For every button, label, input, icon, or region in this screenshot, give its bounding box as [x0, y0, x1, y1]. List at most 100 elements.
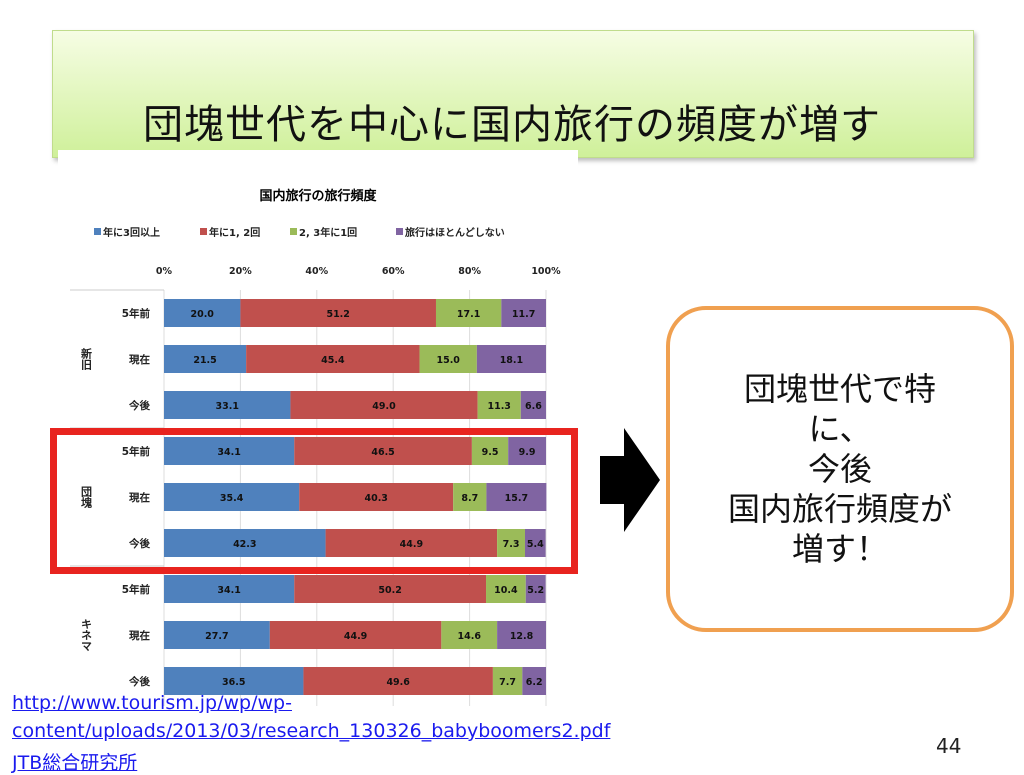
bar-segment: [441, 621, 498, 649]
bar-segment: [471, 437, 509, 465]
data-label: 18.1: [500, 355, 523, 366]
data-label: 8.7: [461, 493, 478, 504]
group-label: キネマ: [80, 618, 93, 651]
legend-label: 年に3回以上: [103, 226, 160, 239]
row-label: 5年前: [122, 307, 151, 320]
row-label: 現在: [129, 353, 150, 366]
data-label: 7.7: [499, 677, 516, 688]
bar-segment: [497, 621, 546, 649]
bar-segment: [164, 391, 291, 419]
bar-segment: [164, 345, 247, 373]
bar-segment: [435, 299, 502, 327]
chart-panel: 国内旅行の旅行頻度 年に3回以上 年に1, 2回 2, 3年に1回 旅行はほとんどしない…: [58, 150, 578, 710]
bar-segment: [520, 391, 546, 419]
data-label: 10.4: [494, 585, 518, 596]
data-label: 5.4: [527, 539, 544, 550]
bar-segment: [299, 483, 454, 511]
data-label: 27.7: [205, 631, 228, 642]
legend-swatch: [290, 228, 297, 235]
data-label: 12.8: [510, 631, 534, 642]
slide-title: 団塊世代を中心に国内旅行の頻度が増す: [143, 102, 881, 148]
data-label: 34.1: [217, 585, 240, 596]
data-label: 21.5: [193, 355, 216, 366]
legend-swatch: [396, 228, 403, 235]
data-label: 49.6: [386, 677, 410, 688]
bar-segment: [164, 621, 270, 649]
row-label: 今後: [128, 399, 150, 412]
right-arrow-icon: [600, 428, 660, 532]
data-label: 51.2: [326, 309, 349, 320]
bar-segment: [492, 667, 523, 695]
bar-segment: [453, 483, 487, 511]
bar-segment: [246, 345, 420, 373]
bar-segment: [303, 667, 493, 695]
source-link-line2[interactable]: content/uploads/2013/03/research_130326_…: [12, 720, 611, 742]
data-label: 6.2: [526, 677, 543, 688]
data-label: 20.0: [190, 309, 214, 320]
data-label: 46.5: [371, 447, 394, 458]
bar-segment: [486, 483, 547, 511]
bar-segment: [419, 345, 477, 373]
data-label: 15.7: [505, 493, 528, 504]
x-tick-label: 20%: [229, 266, 252, 277]
data-label: 50.2: [378, 585, 401, 596]
callout-text: 団塊世代で特 に、 今後 国内旅行頻度が 増す！: [690, 369, 990, 569]
source-link-line1[interactable]: http://www.tourism.jp/wp/wp-: [12, 692, 292, 714]
data-label: 44.9: [400, 539, 423, 550]
bar-segment: [476, 345, 546, 373]
x-tick-label: 100%: [531, 266, 561, 277]
group-label: 団塊: [80, 485, 93, 509]
row-label: 今後: [128, 537, 150, 550]
callout-box: 団塊世代で特 に、 今後 国内旅行頻度が 増す！: [666, 306, 1014, 632]
x-tick-label: 60%: [382, 266, 405, 277]
data-label: 5.2: [527, 585, 544, 596]
bar-segment: [522, 667, 546, 695]
data-label: 15.0: [436, 355, 460, 366]
callout-line: に、: [808, 410, 872, 448]
bar-segment: [164, 529, 326, 557]
bar-segment: [525, 575, 546, 603]
x-tick-label: 40%: [305, 266, 328, 277]
bar-segment: [240, 299, 436, 327]
data-label: 49.0: [372, 401, 396, 412]
data-label: 6.6: [525, 401, 542, 412]
bar-segment: [164, 575, 295, 603]
data-label: 17.1: [457, 309, 480, 320]
highlight-frame: [50, 428, 578, 574]
data-label: 42.3: [233, 539, 256, 550]
data-label: 35.4: [220, 493, 244, 504]
source-link-line3[interactable]: JTB総合研究所: [12, 752, 138, 774]
data-label: 45.4: [321, 355, 345, 366]
legend-swatch: [94, 228, 101, 235]
x-tick-label: 80%: [458, 266, 481, 277]
bar-segment: [497, 529, 525, 557]
bar-segment: [294, 575, 487, 603]
chart-title: 国内旅行の旅行頻度: [259, 188, 377, 204]
x-tick-label: 0%: [156, 266, 173, 277]
row-label: 5年前: [122, 583, 151, 596]
row-label: 5年前: [122, 445, 151, 458]
group-label: 新旧: [80, 347, 93, 371]
legend-label: 年に1, 2回: [209, 226, 260, 239]
bar-segment: [269, 621, 442, 649]
data-label: 9.5: [482, 447, 499, 458]
bar-segment: [164, 667, 304, 695]
bar-segment: [477, 391, 521, 419]
callout-line: 団塊世代で特: [743, 370, 936, 408]
legend-swatch: [200, 228, 207, 235]
data-label: 40.3: [364, 493, 387, 504]
callout-line: 今後: [807, 450, 872, 488]
data-label: 7.3: [503, 539, 520, 550]
bar-segment: [290, 391, 478, 419]
bar-segment: [508, 437, 546, 465]
bar-segment: [486, 575, 526, 603]
data-label: 14.6: [457, 631, 481, 642]
data-label: 11.7: [512, 309, 535, 320]
data-label: 11.3: [487, 401, 510, 412]
data-label: 9.9: [519, 447, 536, 458]
row-label: 現在: [129, 629, 150, 642]
row-label: 今後: [128, 675, 150, 688]
bar-segment: [164, 299, 241, 327]
bar-segment: [524, 529, 546, 557]
